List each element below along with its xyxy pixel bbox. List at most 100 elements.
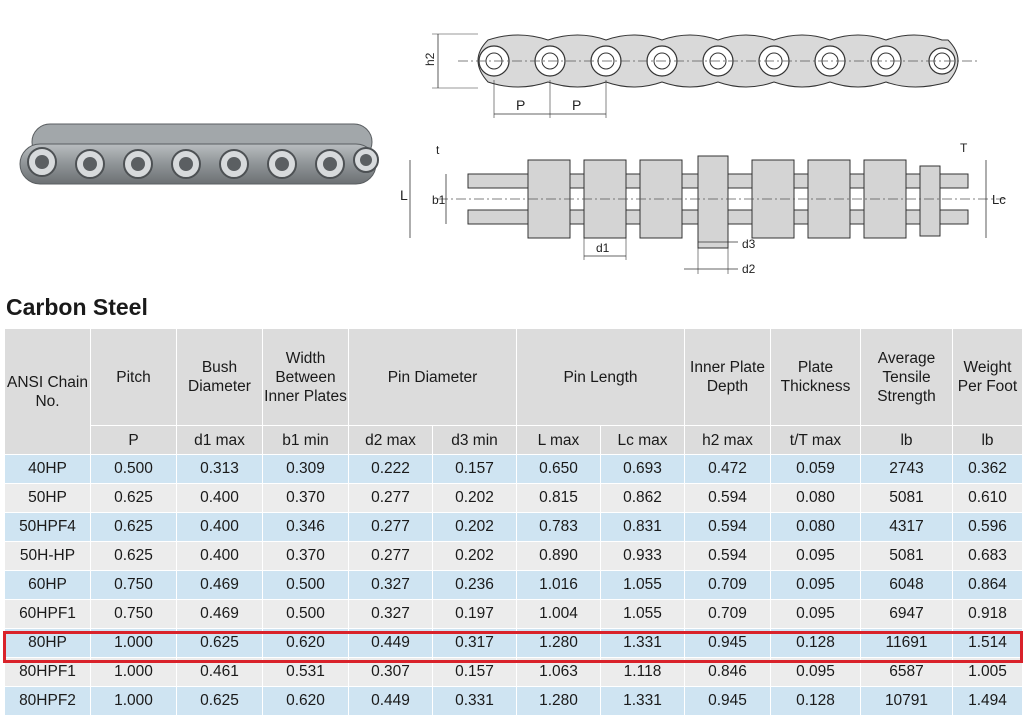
value-cell: 0.128 xyxy=(770,686,861,716)
header-average-tensile-strength: Average Tensile Strength xyxy=(860,328,953,426)
header-weight-per-foot: Weight Per Foot xyxy=(952,328,1023,426)
value-cell: 6947 xyxy=(860,599,953,629)
value-cell: 1.118 xyxy=(600,657,685,687)
value-cell: 0.222 xyxy=(348,454,433,484)
subheader-cell: t/T max xyxy=(770,425,861,455)
value-cell: 10791 xyxy=(860,686,953,716)
value-cell: 0.313 xyxy=(176,454,263,484)
value-cell: 0.400 xyxy=(176,541,263,571)
subheader-cell: d2 max xyxy=(348,425,433,455)
subheader-cell: d1 max xyxy=(176,425,263,455)
value-cell: 0.862 xyxy=(600,483,685,513)
d1-label: d1 xyxy=(596,241,610,255)
table-row: 80HP 1.000 0.625 0.620 0.449 0.317 1.280 1.331 0… xyxy=(4,628,1023,658)
value-cell: 1.280 xyxy=(516,628,601,658)
subheader-cell: lb xyxy=(860,425,953,455)
value-cell: 0.277 xyxy=(348,483,433,513)
value-cell: 0.625 xyxy=(90,483,177,513)
subheader-cell: Lc max xyxy=(600,425,685,455)
h2-label: h2 xyxy=(423,52,437,66)
t-label: t xyxy=(436,143,440,157)
table-row: 50H-HP 0.625 0.400 0.370 0.277 0.202 0.890 0.93… xyxy=(4,541,1023,571)
subheader-cell: L max xyxy=(516,425,601,455)
value-cell: 0.157 xyxy=(432,454,517,484)
value-cell: 0.683 xyxy=(952,541,1023,571)
value-cell: 0.596 xyxy=(952,512,1023,542)
chain-no-cell: 40HP xyxy=(4,454,91,484)
L-label: L xyxy=(400,187,408,203)
value-cell: 0.945 xyxy=(684,628,771,658)
header-bush-diameter: Bush Diameter xyxy=(176,328,263,426)
value-cell: 0.128 xyxy=(770,628,861,658)
chain-no-cell: 50H-HP xyxy=(4,541,91,571)
value-cell: 0.918 xyxy=(952,599,1023,629)
value-cell: 1.331 xyxy=(600,686,685,716)
value-cell: 0.625 xyxy=(90,541,177,571)
value-cell: 1.514 xyxy=(952,628,1023,658)
value-cell: 0.469 xyxy=(176,570,263,600)
value-cell: 0.370 xyxy=(262,541,349,571)
value-cell: 0.625 xyxy=(90,512,177,542)
value-cell: 0.750 xyxy=(90,570,177,600)
subheader-cell: lb xyxy=(952,425,1023,455)
value-cell: 0.370 xyxy=(262,483,349,513)
value-cell: 1.055 xyxy=(600,570,685,600)
header-pitch: Pitch xyxy=(90,328,177,426)
table-row: 60HPF1 0.750 0.469 0.500 0.327 0.197 1.004 1.05… xyxy=(4,599,1023,629)
value-cell: 1.016 xyxy=(516,570,601,600)
table-row: 50HP 0.625 0.400 0.370 0.277 0.202 0.815 0.862 0… xyxy=(4,483,1023,513)
value-cell: 1.063 xyxy=(516,657,601,687)
value-cell: 0.202 xyxy=(432,483,517,513)
chain-no-cell: 80HPF1 xyxy=(4,657,91,687)
table-row: 40HP 0.500 0.313 0.309 0.222 0.157 0.650 0.693 0… xyxy=(4,454,1023,484)
value-cell: 6587 xyxy=(860,657,953,687)
spec-table: ANSI Chain No. Pitch Bush Diameter Width… xyxy=(4,328,1023,716)
Lc-label: Lc xyxy=(992,192,1006,207)
value-cell: 0.317 xyxy=(432,628,517,658)
value-cell: 0.500 xyxy=(262,599,349,629)
value-cell: 0.080 xyxy=(770,512,861,542)
chain-no-cell: 50HPF4 xyxy=(4,512,91,542)
value-cell: 0.307 xyxy=(348,657,433,687)
value-cell: 0.327 xyxy=(348,570,433,600)
value-cell: 0.400 xyxy=(176,483,263,513)
chain-no-cell: 50HP xyxy=(4,483,91,513)
value-cell: 0.362 xyxy=(952,454,1023,484)
value-cell: 0.095 xyxy=(770,599,861,629)
value-cell: 0.783 xyxy=(516,512,601,542)
header-width-between-inner-plates: Width Between Inner Plates xyxy=(262,328,349,426)
value-cell: 1.005 xyxy=(952,657,1023,687)
T-label: T xyxy=(960,141,968,155)
header-plate-thickness: Plate Thickness xyxy=(770,328,861,426)
pitch-label-2: P xyxy=(572,97,581,113)
value-cell: 0.831 xyxy=(600,512,685,542)
value-cell: 0.461 xyxy=(176,657,263,687)
value-cell: 5081 xyxy=(860,541,953,571)
value-cell: 1.000 xyxy=(90,628,177,658)
value-cell: 0.080 xyxy=(770,483,861,513)
header-inner-plate-depth: Inner Plate Depth xyxy=(684,328,771,426)
value-cell: 1.280 xyxy=(516,686,601,716)
value-cell: 0.236 xyxy=(432,570,517,600)
value-cell: 0.095 xyxy=(770,570,861,600)
value-cell: 0.620 xyxy=(262,686,349,716)
table-row: 60HP 0.750 0.469 0.500 0.327 0.236 1.016 1.055 0… xyxy=(4,570,1023,600)
subheader-cell: h2 max xyxy=(684,425,771,455)
value-cell: 0.709 xyxy=(684,599,771,629)
value-cell: 0.594 xyxy=(684,483,771,513)
value-cell: 0.650 xyxy=(516,454,601,484)
table-row: 80HPF1 1.000 0.461 0.531 0.307 0.157 1.063 1.11… xyxy=(4,657,1023,687)
header-ansi-chain-no: ANSI Chain No. xyxy=(4,328,91,455)
value-cell: 0.157 xyxy=(432,657,517,687)
value-cell: 0.449 xyxy=(348,628,433,658)
value-cell: 0.469 xyxy=(176,599,263,629)
chain-side-drawing: L b1 t T Lc d1 d3 d2 xyxy=(400,141,1008,276)
value-cell: 0.625 xyxy=(176,628,263,658)
value-cell: 0.472 xyxy=(684,454,771,484)
d3-label: d3 xyxy=(742,237,756,251)
value-cell: 0.202 xyxy=(432,541,517,571)
chain-photo xyxy=(19,123,379,185)
value-cell: 0.693 xyxy=(600,454,685,484)
value-cell: 1.331 xyxy=(600,628,685,658)
